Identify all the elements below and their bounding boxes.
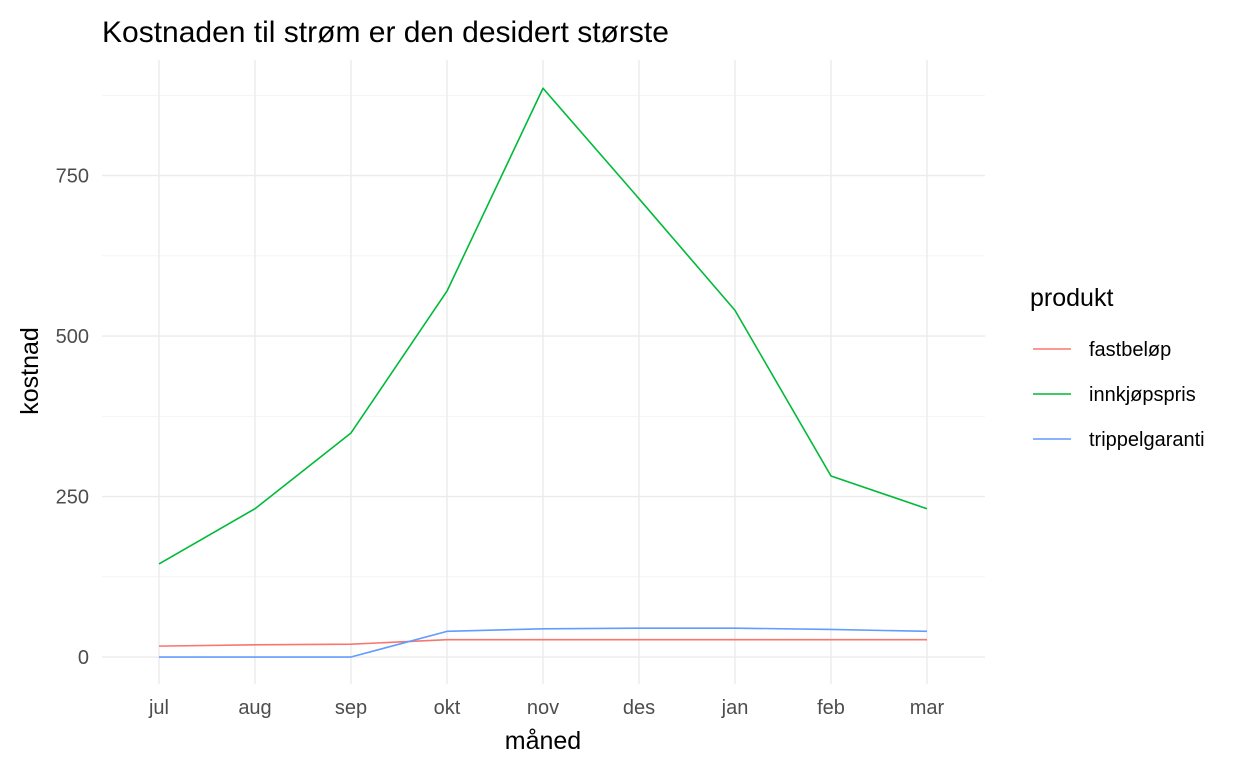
x-tick-label: okt [434, 697, 461, 719]
series-lines [158, 87, 928, 658]
y-axis-title: kostnad [16, 327, 44, 415]
legend-label: innkjøpspris [1089, 384, 1196, 406]
x-tick-label: aug [238, 697, 271, 719]
x-axis-title: måned [505, 727, 581, 755]
x-tick-label: nov [527, 697, 559, 719]
chart-title: Kostnaden til strøm er den desidert stør… [102, 16, 669, 49]
x-tick-label: jan [721, 697, 749, 719]
x-tick-label: des [623, 697, 655, 719]
series-line [158, 638, 927, 647]
grid [102, 60, 985, 684]
series-line [158, 87, 928, 565]
y-tick-label: 500 [56, 326, 89, 348]
y-tick-labels: 0 250 500 750 [56, 166, 89, 669]
y-tick-label: 250 [56, 487, 89, 509]
legend-label: trippelgaranti [1089, 429, 1205, 451]
y-tick-label: 0 [78, 647, 89, 669]
y-tick-label: 750 [56, 166, 89, 188]
legend: produkt fastbeløp innkjøpspris trippelgara… [1030, 284, 1205, 451]
legend-title: produkt [1030, 284, 1113, 312]
x-tick-label: jul [148, 697, 169, 719]
series-line [159, 627, 928, 658]
legend-label: fastbeløp [1089, 339, 1171, 361]
x-tick-label: mar [910, 697, 945, 719]
x-tick-label: feb [817, 697, 845, 719]
x-tick-labels: jul aug sep okt nov des jan feb mar [148, 697, 945, 719]
x-tick-label: sep [335, 697, 367, 719]
